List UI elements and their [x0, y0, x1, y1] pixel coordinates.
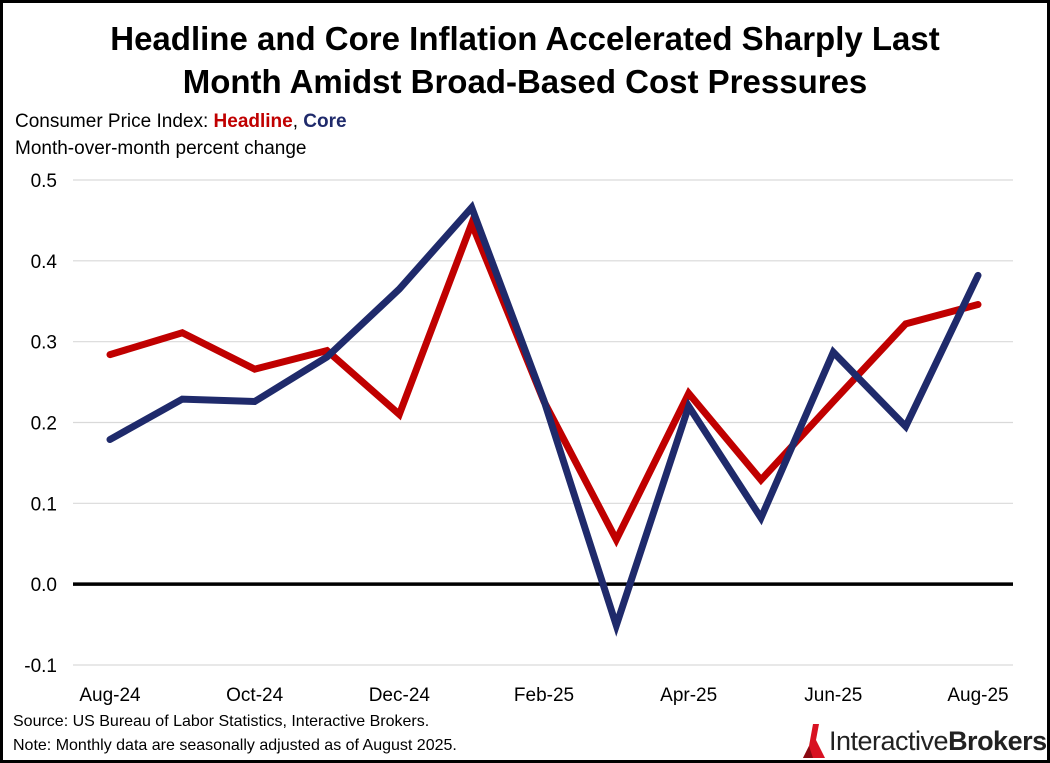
x-tick-label: Dec-24 — [369, 685, 431, 706]
y-tick-label: 0.2 — [31, 414, 57, 435]
y-tick-label: 0.0 — [31, 575, 57, 596]
y-tick-label: 0.1 — [31, 494, 57, 515]
x-tick-label: Aug-25 — [947, 685, 1008, 706]
chart-subtitle: Consumer Price Index: Headline, Core — [15, 109, 347, 135]
y-tick-label: 0.4 — [31, 252, 58, 273]
data-note: Note: Monthly data are seasonally adjust… — [13, 737, 457, 754]
subtitle-separator: , — [292, 111, 304, 132]
logo-text: InteractiveBrokers — [829, 726, 1047, 757]
x-tick-label: Aug-24 — [79, 685, 141, 706]
y-tick-label: -0.1 — [24, 656, 57, 677]
y-axis-units: Month-over-month percent change — [15, 138, 307, 159]
x-tick-label: Jun-25 — [804, 685, 862, 706]
interactive-brokers-logo-icon — [803, 724, 825, 758]
x-tick-label: Feb-25 — [514, 685, 574, 706]
series-line-core — [106, 200, 982, 637]
x-axis-tick-labels: Aug-24 Oct-24 Dec-24 Feb-25 Apr-25 Jun-25 Aug-… — [79, 685, 1008, 706]
y-axis-tick-labels: 0.5 0.4 0.3 0.2 0.1 0.0 -0.1 — [24, 171, 57, 677]
x-tick-label: Apr-25 — [660, 685, 717, 706]
interactive-brokers-logo: InteractiveBrokers — [803, 721, 1047, 761]
series-line-headline — [106, 214, 982, 548]
y-tick-label: 0.3 — [31, 333, 57, 354]
x-tick-label: Oct-24 — [226, 685, 283, 706]
line-chart: 0.5 0.4 0.3 0.2 0.1 0.0 -0.1 Aug-24 Oct-24 Dec-2… — [24, 171, 1013, 706]
chart-title: Headline and Core Inflation Accelerated … — [3, 17, 1047, 103]
source-note: Source: US Bureau of Labor Statistics, I… — [13, 713, 430, 730]
chart-title-line-1: Headline and Core Inflation Accelerated … — [110, 20, 940, 57]
series-lines — [106, 200, 982, 637]
logo-text-bold: Brokers — [948, 725, 1047, 756]
chart-title-line-2: Month Amidst Broad-Based Cost Pressures — [182, 63, 868, 100]
subtitle-prefix: Consumer Price Index: — [15, 111, 214, 132]
gridlines — [73, 179, 1013, 666]
legend-core: Core — [303, 111, 347, 132]
y-tick-label: 0.5 — [31, 171, 57, 192]
logo-text-regular: Interactive — [829, 725, 949, 756]
legend-headline: Headline — [213, 111, 293, 132]
